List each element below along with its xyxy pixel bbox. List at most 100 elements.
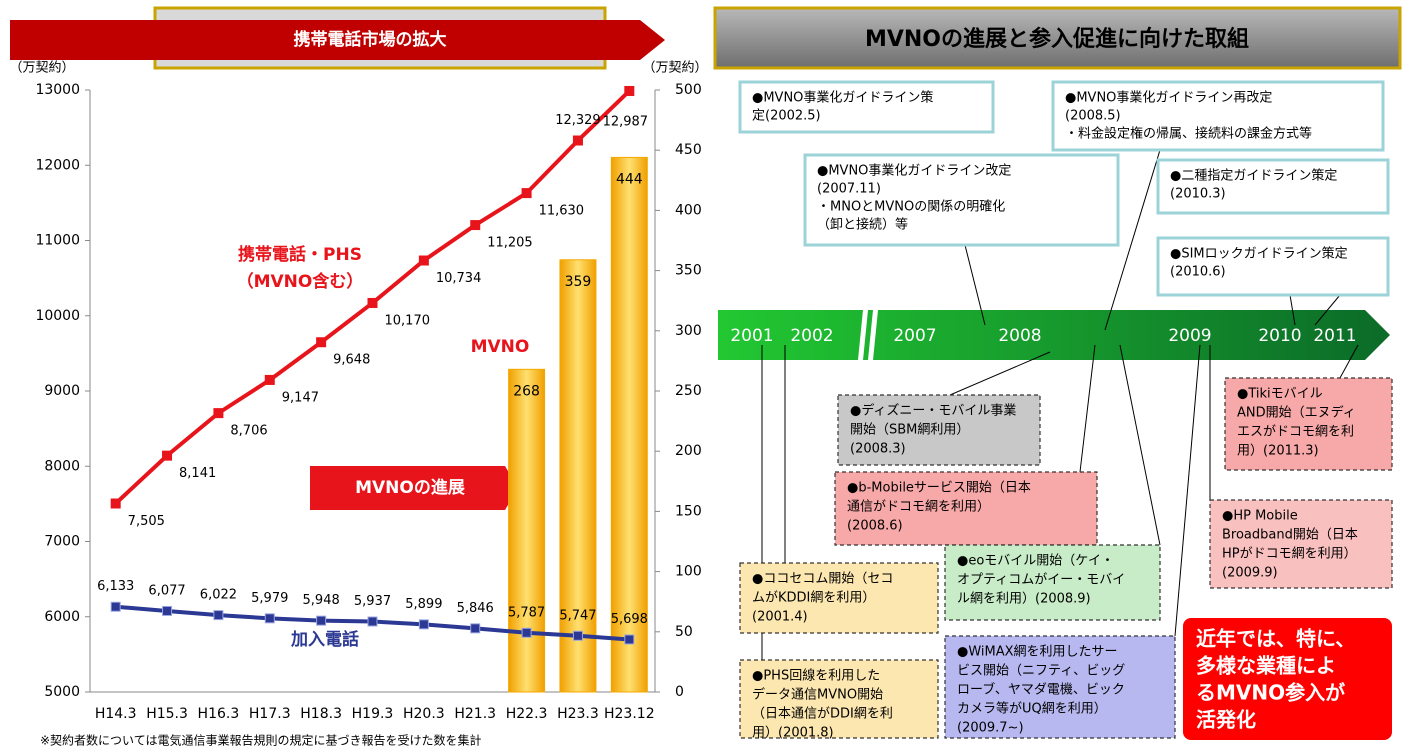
y-tick-label: 11000 — [35, 233, 80, 249]
x-tick-label: H15.3 — [146, 706, 188, 722]
event-text: （日本通信がDDI網を利 — [752, 707, 893, 722]
marker — [624, 634, 635, 645]
annotation: MVNOの進展 — [355, 478, 465, 498]
marker — [162, 450, 173, 461]
event-text: ビス開始（ニフティ、ビッグ — [957, 664, 1125, 679]
marker — [470, 220, 481, 231]
event-box — [1156, 236, 1390, 297]
marker — [213, 610, 224, 621]
callout-box — [1183, 618, 1392, 740]
bar-label: 268 — [513, 383, 540, 399]
event-box — [1224, 377, 1393, 471]
event-text: （卸と接続）等 — [817, 217, 908, 233]
event-box — [944, 544, 1161, 621]
event-text: 用）(2011.3) — [1237, 444, 1319, 459]
data-label: 6,022 — [200, 588, 237, 603]
event-text: ●ココセコム開始（セコ — [752, 572, 893, 587]
y2-tick-label: 250 — [675, 383, 702, 399]
event-text: ●PHS回線を利用した — [752, 668, 880, 684]
series-label: MVNO — [471, 337, 530, 357]
callout-text: 近年では、特に、 — [1196, 627, 1355, 651]
event-text: オプティコムがイー・モバイ — [957, 573, 1125, 588]
x-tick-label: H16.3 — [198, 706, 240, 722]
series-label: 加入電話 — [290, 629, 359, 650]
marker — [110, 498, 121, 509]
data-label: 5,698 — [611, 612, 648, 627]
annotation-arrow — [310, 466, 518, 510]
event-text: (2008.5) — [1065, 109, 1121, 124]
year-label: 2009 — [1168, 326, 1211, 346]
y2-tick-label: 350 — [675, 263, 702, 279]
callout-text: 活発化 — [1196, 708, 1256, 732]
event-text: 開始（SBM網利用） — [850, 423, 969, 438]
event-text: AND開始（エヌディ — [1237, 405, 1356, 421]
event-text: ・MNOとMVNOの関係の明確化 — [817, 199, 1005, 215]
marker — [470, 623, 481, 634]
data-label: 7,505 — [128, 514, 165, 529]
y-tick-label: 13000 — [35, 82, 80, 98]
y2-tick-label: 400 — [675, 202, 702, 218]
event-text: ●b-Mobileサービス開始（日本 — [847, 481, 1031, 496]
marker — [572, 630, 583, 641]
marker — [418, 255, 429, 266]
y2-tick-label: 100 — [675, 564, 702, 580]
event-text: (2001.4) — [752, 610, 808, 625]
bar — [559, 259, 597, 693]
x-tick-label: H14.3 — [95, 706, 137, 722]
event-text: ●二種指定ガイドライン策定 — [1170, 168, 1337, 184]
marker — [418, 619, 429, 630]
data-label: 5,787 — [508, 605, 545, 620]
data-label: 12,987 — [603, 114, 649, 129]
data-label: 6,077 — [148, 583, 185, 598]
event-text: 用）(2001.8) — [752, 726, 834, 741]
marker — [521, 188, 532, 199]
bar — [610, 156, 648, 693]
year-label: 2007 — [893, 326, 936, 346]
marker — [572, 135, 583, 146]
x-tick-label: H22.3 — [506, 706, 548, 722]
marker — [316, 615, 327, 626]
y-tick-label: 7000 — [44, 534, 80, 550]
event-text: (2010.6) — [1170, 265, 1226, 280]
event-text: ●WiMAX網を利用したサー — [957, 645, 1118, 660]
data-label: 5,747 — [559, 608, 596, 623]
event-box — [739, 659, 939, 739]
chart-title: 携帯電話市場の拡大 — [294, 29, 447, 50]
event-text: ムがKDDI網を利用） — [752, 591, 875, 606]
event-box — [1156, 158, 1390, 215]
data-label: 8,141 — [179, 466, 216, 481]
bar-label: 359 — [565, 274, 592, 290]
event-box — [738, 80, 995, 134]
timeline-title-box — [713, 6, 1402, 70]
callout-text: 多様な業種によ — [1196, 654, 1336, 678]
event-text: 通信がドコモ網を利用） — [847, 500, 990, 515]
event-text: Broadband開始（日本 — [1222, 528, 1358, 543]
break-mark — [857, 304, 879, 366]
event-text: (2009.7~) — [957, 721, 1024, 736]
event-text: (2008.6) — [847, 519, 903, 534]
data-label: 11,630 — [539, 204, 585, 219]
event-box — [803, 153, 1120, 247]
timeline-arrow — [718, 310, 1390, 360]
x-tick-label: H23.3 — [557, 706, 599, 722]
event-text: HPがドコモ網を利用） — [1222, 547, 1357, 562]
marker — [213, 408, 224, 419]
data-label: 5,899 — [405, 597, 442, 612]
event-box — [834, 471, 1098, 546]
event-box — [1209, 499, 1393, 589]
annotation: （MVNO含む） — [237, 271, 364, 292]
x-tick-label: H21.3 — [454, 706, 496, 722]
marker — [367, 616, 378, 627]
marker — [367, 297, 378, 308]
x-tick-label: H20.3 — [403, 706, 445, 722]
event-text: データ通信MVNO開始 — [752, 687, 883, 703]
data-label: 5,979 — [251, 591, 288, 606]
event-text: ル網を利用）(2008.9) — [957, 592, 1091, 607]
y2-tick-label: 0 — [675, 684, 684, 700]
marker — [316, 337, 327, 348]
event-text: ●ディズニー・モバイル事業 — [850, 403, 1016, 419]
y-tick-label: 10000 — [35, 308, 80, 324]
event-text: カメラ等がUQ網を利用） — [957, 701, 1107, 717]
bar — [508, 368, 546, 693]
event-text: (2009.9) — [1222, 566, 1278, 581]
